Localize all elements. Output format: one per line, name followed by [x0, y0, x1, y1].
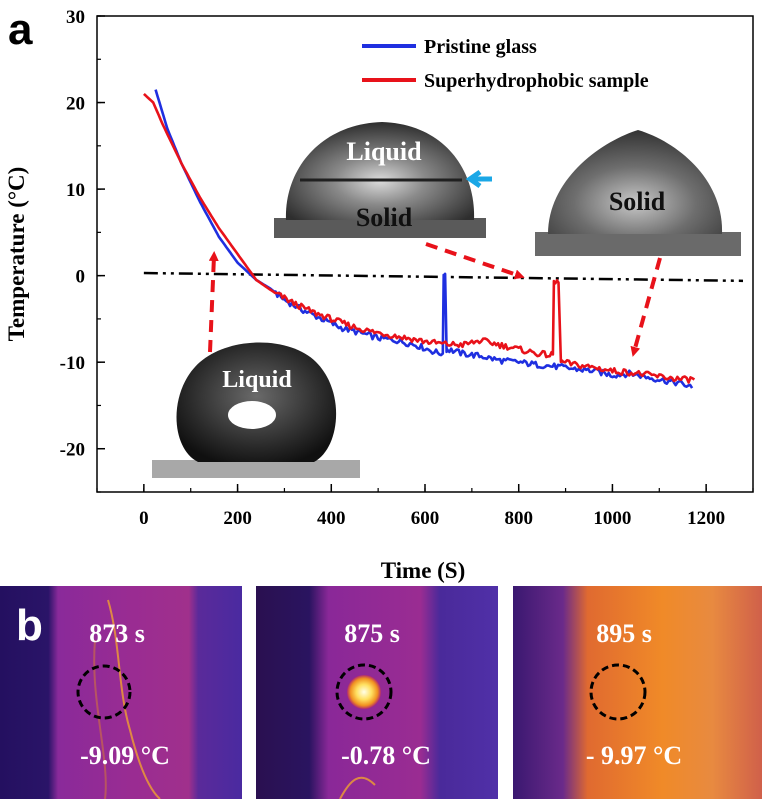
series-line-superhydrophobic	[143, 92, 696, 384]
x-tick-label: 1200	[687, 508, 725, 529]
x-tick-label: 400	[317, 508, 346, 529]
arrow-to-initial	[208, 251, 219, 353]
inset-freezing-droplet: Liquid Solid	[274, 114, 492, 238]
panel-b-letter: b	[16, 601, 43, 650]
thermal-frame-1: 873 s -9.09 °C	[0, 586, 242, 799]
x-tick-label: 1000	[593, 508, 631, 529]
thermal-frame-2: 875 s -0.78 °C	[256, 586, 498, 799]
y-axis-label: Temperature (°C)	[4, 167, 29, 342]
y-tick-label: 10	[66, 180, 85, 201]
annotation-arrows	[208, 242, 662, 357]
y-tick-label: -20	[60, 440, 85, 461]
x-tick-label: 0	[139, 508, 149, 529]
inset-freezing-liquid-label: Liquid	[346, 137, 422, 166]
inset-liquid-label: Liquid	[222, 367, 292, 393]
arrow-to-frozen	[630, 257, 662, 357]
inset-frozen-solid-label: Solid	[609, 187, 666, 216]
freezing-front-arrow	[465, 169, 492, 189]
y-axis-ticks: -20 -10 0 10 20 30	[60, 7, 105, 493]
y-tick-label: 20	[66, 94, 85, 115]
x-axis-ticks: 0 200 400 600 800 1000 1200	[96, 484, 754, 529]
frame-1-time: 873 s	[89, 619, 145, 648]
frame-2-temp: -0.78 °C	[341, 741, 431, 770]
frame-2-time: 875 s	[344, 619, 400, 648]
y-tick-label: 0	[76, 267, 86, 288]
legend-label-pristine: Pristine glass	[424, 36, 537, 58]
arrow-to-nucleation	[425, 242, 525, 280]
panel-a-letter: a	[8, 5, 33, 54]
inset-liquid-droplet: Liquid	[152, 336, 360, 478]
inset-freezing-solid-label: Solid	[356, 203, 413, 232]
frame-1-temp: -9.09 °C	[80, 741, 170, 770]
x-tick-label: 200	[223, 508, 252, 529]
y-tick-label: 30	[66, 7, 85, 28]
thermal-frame-3: 895 s - 9.97 °C	[513, 586, 762, 799]
y-tick-label: -10	[60, 353, 85, 374]
x-tick-label: 600	[411, 508, 440, 529]
legend-label-superhydrophobic: Superhydrophobic sample	[424, 70, 649, 92]
legend: Pristine glass Superhydrophobic sample	[362, 36, 649, 92]
frame-3-time: 895 s	[596, 619, 652, 648]
x-tick-label: 800	[504, 508, 533, 529]
inset-frozen-droplet: Solid	[535, 124, 741, 256]
frame-3-temp: - 9.97 °C	[586, 741, 682, 770]
series-line-pristine-glass	[154, 89, 694, 389]
x-axis-label: Time (S)	[381, 558, 466, 583]
